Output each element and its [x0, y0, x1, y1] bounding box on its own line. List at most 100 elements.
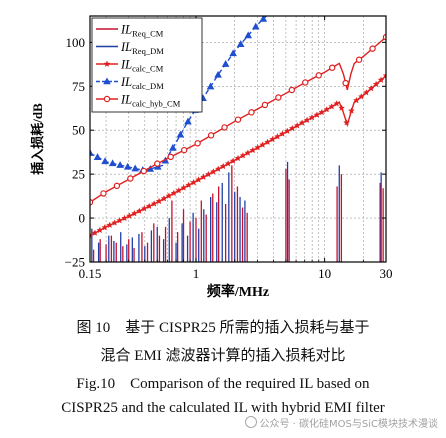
caption-english-line-2: CISPR25 and the calculated IL with hybri… — [61, 400, 385, 416]
marker-star — [249, 146, 257, 154]
caption-english-line-1: Fig.10 Comparison of the required IL bas… — [76, 376, 370, 392]
marker-star — [160, 195, 168, 202]
marker-star — [140, 205, 148, 212]
marker-star — [293, 122, 301, 129]
legend-label-subscript: calc_CM — [132, 64, 164, 74]
caption-chinese-line-2: 混合 EMI 滤波器计算的插入损耗对比 — [100, 348, 346, 364]
marker-circle — [355, 56, 363, 63]
marker-star — [328, 103, 336, 110]
marker-star — [205, 170, 212, 178]
caption-chinese-line-1: 图 10 基于 CISPR25 所需的插入损耗与基于 — [76, 320, 370, 336]
y-tick-label: 0 — [79, 211, 86, 226]
marker-star — [175, 187, 183, 194]
marker-star — [170, 189, 178, 197]
axes: −25 0 25 50 75 100 0.15 1 10 30 频率/MHz 插入损耗/dB — [30, 15, 393, 300]
y-tick-label: 50 — [72, 123, 85, 138]
marker-star — [106, 221, 114, 229]
marker-triangle — [146, 165, 155, 172]
marker-star — [195, 176, 202, 183]
marker-triangle — [236, 40, 245, 47]
marker-circle — [302, 79, 309, 86]
y-tick-label: 100 — [66, 35, 86, 50]
marker-star — [90, 232, 94, 239]
marker-star — [224, 160, 232, 167]
x-tick-label: 1 — [193, 266, 200, 281]
marker-star — [333, 100, 341, 107]
y-axis-label: 插入损耗/dB — [30, 103, 45, 175]
marker-star — [343, 119, 350, 126]
marker-circle — [261, 101, 269, 109]
marker-star — [145, 202, 153, 210]
x-tick-label: 30 — [380, 266, 393, 281]
marker-star — [283, 127, 291, 135]
marker-star — [318, 108, 326, 116]
marker-circle — [180, 146, 188, 154]
marker-star — [165, 192, 173, 199]
marker-triangle — [176, 130, 185, 138]
insertion-loss-chart: −25 0 25 50 75 100 0.15 1 10 30 频率/MHz 插入损耗/dB ILRe… — [30, 15, 393, 300]
marker-circle — [100, 190, 107, 197]
marker-circle — [234, 116, 242, 123]
marker-triangle — [214, 70, 222, 78]
marker-star — [229, 157, 237, 164]
marker-circle — [328, 64, 336, 71]
marker-star — [348, 107, 355, 114]
marker-star — [239, 152, 247, 159]
y-tick-label: 75 — [72, 79, 85, 94]
marker-circle — [140, 167, 148, 175]
marker-star — [313, 111, 321, 118]
marker-star — [116, 217, 123, 224]
marker-triangle — [93, 153, 102, 160]
marker-star — [259, 141, 267, 148]
legend-marker-triangle — [103, 77, 111, 85]
marker-star — [91, 229, 99, 236]
marker-circle — [207, 132, 215, 139]
marker-star — [131, 209, 138, 217]
marker-circle — [127, 175, 134, 182]
marker-star — [150, 200, 158, 207]
marker-star — [372, 80, 380, 88]
marker-star — [190, 178, 197, 186]
marker-triangle — [221, 60, 230, 67]
marker-star — [362, 89, 370, 96]
marker-star — [135, 207, 143, 214]
x-tick-label: 10 — [318, 266, 331, 281]
marker-triangle — [229, 49, 237, 57]
marker-star — [219, 162, 227, 170]
marker-triangle — [123, 162, 132, 170]
marker-triangle — [108, 159, 117, 167]
marker-triangle — [251, 22, 260, 30]
marker-star — [353, 96, 360, 104]
marker-triangle — [131, 164, 140, 172]
marker-triangle — [169, 143, 177, 151]
marker-star — [279, 130, 286, 137]
marker-star — [185, 181, 193, 189]
marker-triangle — [184, 117, 192, 125]
marker-star — [274, 133, 281, 140]
legend-box — [91, 17, 203, 113]
marker-star — [244, 149, 252, 156]
marker-circle — [154, 160, 161, 167]
marker-circle — [288, 86, 296, 94]
marker-circle — [369, 45, 376, 52]
marker-star — [180, 184, 188, 191]
marker-circle — [194, 140, 201, 147]
marker-circle — [167, 153, 174, 161]
watermark-text: 公众号 · 碳化硅MOS与SiC模块技术漫谈 — [259, 419, 439, 430]
legend-label-subscript: Req_DM — [132, 46, 164, 56]
marker-star — [214, 165, 222, 172]
marker-triangle — [244, 31, 253, 39]
marker-star — [209, 168, 217, 175]
marker-star — [338, 104, 345, 111]
marker-star — [367, 84, 375, 92]
marker-star — [126, 212, 133, 219]
marker-circle — [275, 94, 282, 101]
marker-circle — [113, 182, 121, 190]
marker-star — [382, 72, 386, 79]
wechat-icon — [244, 416, 257, 428]
marker-circle — [221, 124, 228, 131]
marker-star — [200, 173, 207, 180]
marker-circle — [248, 109, 255, 116]
marker-star — [101, 224, 109, 231]
calculated-il-series — [90, 16, 386, 239]
